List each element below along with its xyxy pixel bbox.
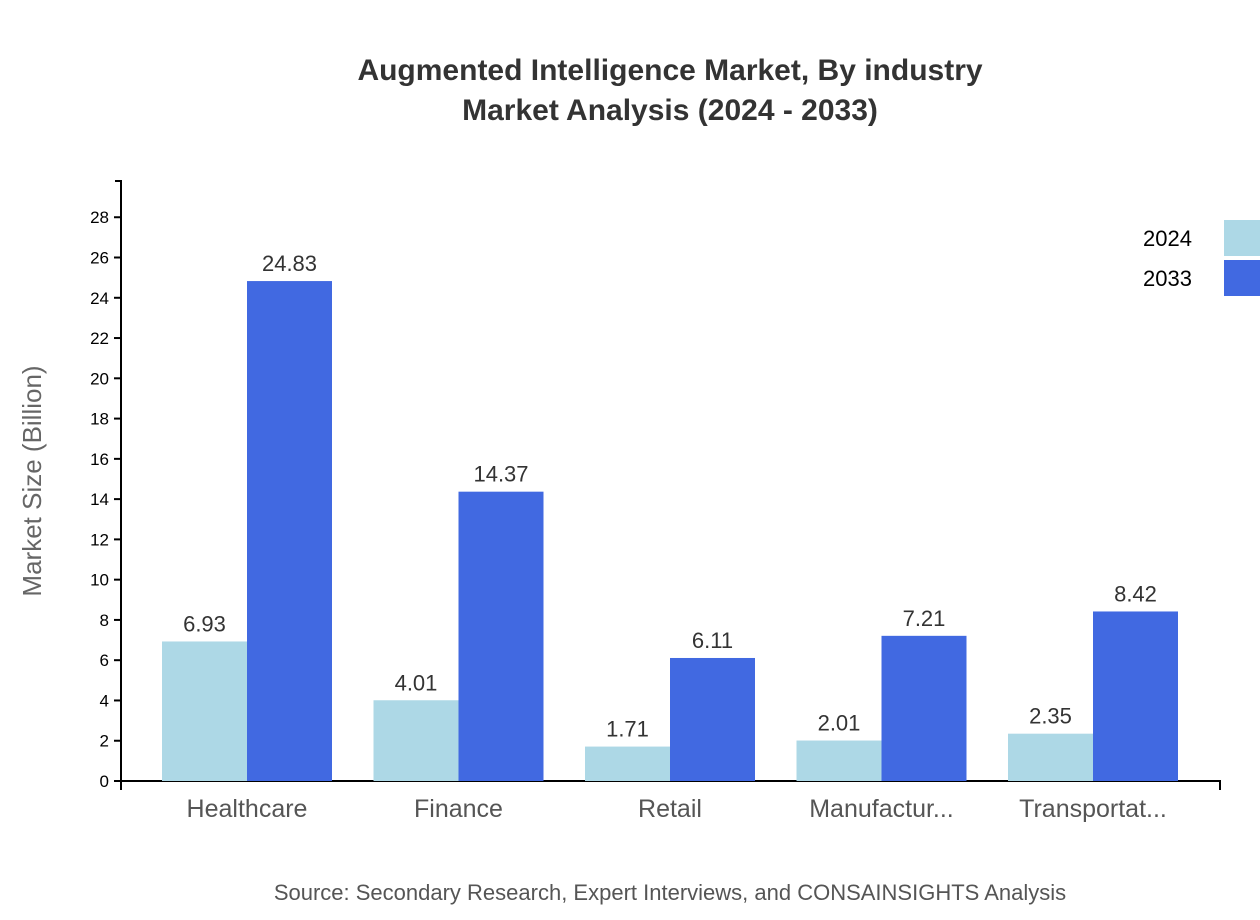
source-note: Source: Secondary Research, Expert Inter… bbox=[274, 880, 1066, 905]
bar-2024 bbox=[796, 740, 882, 781]
x-tick-label: Manufactur... bbox=[809, 795, 954, 823]
y-tick-label: 6 bbox=[100, 651, 109, 670]
legend-swatch bbox=[1224, 260, 1260, 296]
y-tick-label: 22 bbox=[90, 329, 109, 348]
y-tick-label: 0 bbox=[100, 772, 109, 791]
x-tick-label: Retail bbox=[638, 795, 702, 823]
x-axis-line bbox=[120, 780, 1221, 790]
bar-2024 bbox=[1008, 733, 1093, 781]
y-tick-label: 14 bbox=[90, 490, 109, 509]
y-tick-label: 8 bbox=[100, 611, 109, 630]
data-label: 7.21 bbox=[903, 606, 946, 631]
y-axis-line bbox=[115, 180, 122, 782]
legend-label: 2024 bbox=[1143, 226, 1192, 251]
y-tick-label: 10 bbox=[90, 571, 109, 590]
y-tick-label: 12 bbox=[90, 530, 109, 549]
x-axis: Healthcare Finance Retail Manufactur... Tran… bbox=[120, 780, 1221, 823]
bar-2024 bbox=[585, 746, 670, 781]
x-tick-label: Finance bbox=[414, 795, 503, 823]
data-label: 2.35 bbox=[1029, 704, 1072, 729]
bar-2033 bbox=[881, 635, 967, 781]
data-label: 8.42 bbox=[1114, 581, 1157, 606]
legend: 2024 2033 bbox=[1143, 220, 1260, 296]
y-axis-label: Market Size (Billion) bbox=[17, 365, 47, 596]
x-tick-label: Transportat... bbox=[1019, 795, 1167, 823]
data-label: 24.83 bbox=[262, 251, 317, 276]
chart-subtitle: Market Analysis (2024 - 2033) bbox=[462, 94, 878, 127]
bar-2033 bbox=[1093, 611, 1178, 781]
y-tick-label: 24 bbox=[90, 289, 109, 308]
y-tick-label: 2 bbox=[100, 732, 109, 751]
legend-swatch bbox=[1224, 220, 1260, 256]
y-tick-label: 26 bbox=[90, 249, 109, 268]
data-label: 4.01 bbox=[395, 670, 438, 695]
x-tick-label: Healthcare bbox=[187, 795, 308, 823]
data-label: 2.01 bbox=[818, 711, 861, 736]
legend-label: 2033 bbox=[1143, 266, 1192, 291]
data-label: 1.71 bbox=[606, 717, 649, 742]
chart-title: Augmented Intelligence Market, By indust… bbox=[357, 54, 982, 87]
bars: 6.93 24.83 4.01 14.37 1.71 6.11 2.01 7.21 2.35 8.… bbox=[162, 251, 1178, 781]
y-tick-label: 20 bbox=[90, 369, 109, 388]
data-label: 6.93 bbox=[183, 611, 226, 636]
data-label: 6.11 bbox=[692, 628, 733, 653]
y-tick-label: 18 bbox=[90, 410, 109, 429]
bar-2033 bbox=[247, 281, 332, 781]
bar-2024 bbox=[373, 700, 459, 781]
y-tick-label: 28 bbox=[90, 208, 109, 227]
bar-2024 bbox=[162, 641, 247, 781]
data-label: 14.37 bbox=[473, 462, 528, 487]
bar-2033 bbox=[458, 491, 544, 781]
bar-2033 bbox=[670, 657, 755, 781]
y-tick-label: 16 bbox=[90, 450, 109, 469]
y-tick-label: 4 bbox=[100, 691, 109, 710]
